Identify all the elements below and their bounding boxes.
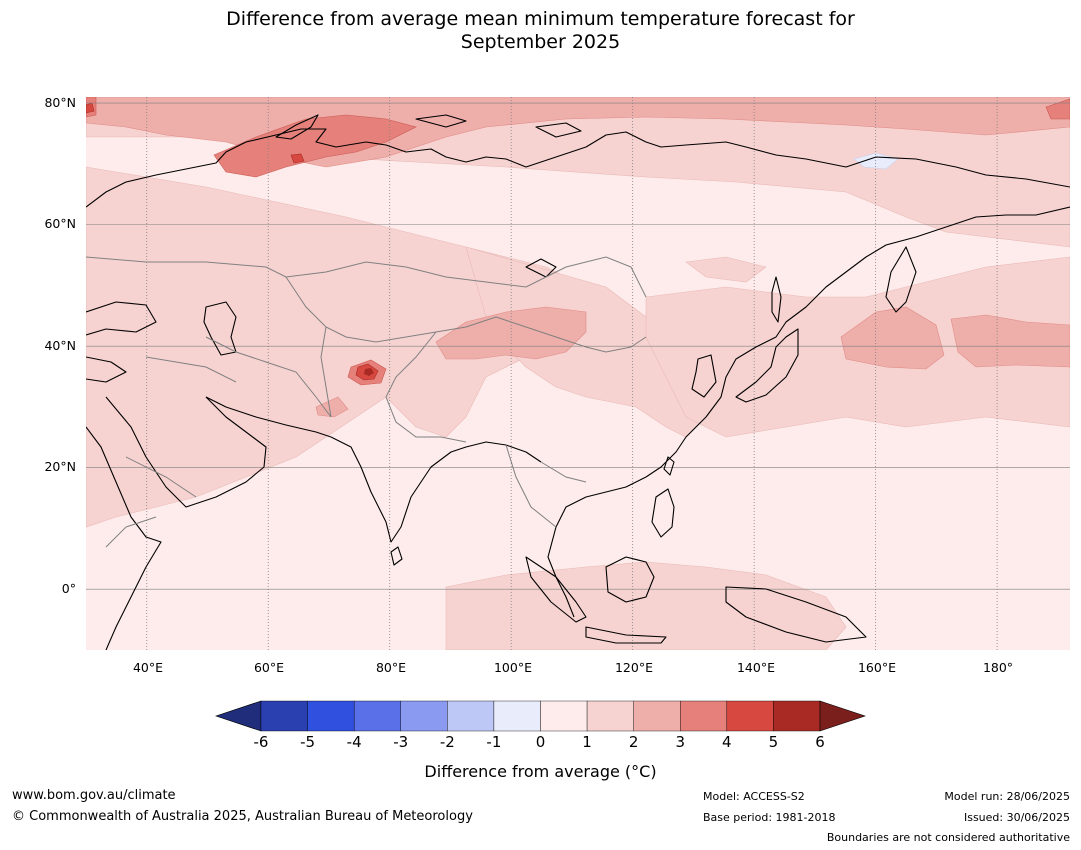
map-title: Difference from average mean minimum tem… [0,8,1081,54]
colorbar-cell [680,700,728,732]
colorbar-cell [540,700,588,732]
colorbar-cell [353,700,401,732]
lon-label-60e: 60°E [253,660,285,675]
colorbar-tick-label: 4 [722,733,732,751]
colorbar-tick-label: -2 [439,733,455,751]
anomaly-band-5-6 [364,368,374,376]
lat-label-20n: 20°N [44,459,76,474]
colorbar-tick-label: 3 [675,733,686,751]
colorbar-label: Difference from average (°C) [424,762,657,781]
footer-model-run: Model run: 28/06/2025 [944,790,1070,803]
colorbar-tick-label: -6 [253,733,269,751]
colorbar-tick-label: 2 [628,733,639,751]
title-line-2: September 2025 [460,31,621,53]
colorbar-cell [307,700,355,732]
colorbar-tick-label: -1 [486,733,502,751]
lat-label-0: 0° [61,581,76,596]
colorbar-cell [586,700,634,732]
colorbar-tick-label: -4 [346,733,362,751]
colorbar-cell [400,700,448,732]
footer-issued: Issued: 30/06/2025 [963,811,1070,824]
colorbar-cell [493,700,541,732]
lon-label-140e: 140°E [736,660,775,675]
colorbar-cell [633,700,681,732]
colorbar-cells [215,700,866,732]
coastlines [86,114,1070,650]
colorbar-tick-label: 5 [768,733,779,751]
map-panel [86,97,1070,650]
lon-label-160e: 160°E [857,660,896,675]
footer-base-period: Base period: 1981-2018 [703,811,836,824]
forecast-map [86,97,1070,650]
lat-label-80n: 80°N [44,95,76,110]
colorbar-extend-high [819,700,866,732]
lon-label-180: 180° [982,660,1014,675]
title-line-1: Difference from average mean minimum tem… [226,8,855,30]
footer-model: Model: ACCESS-S2 [703,790,805,803]
colorbar-cell [726,700,774,732]
lat-label-60n: 60°N [44,216,76,231]
anomaly-band-1-2 [86,97,1070,650]
colorbar-tick-label: -5 [300,733,316,751]
colorbar-tick-label: 1 [582,733,592,751]
colorbar-extend-low [215,700,262,732]
colorbar-cell [260,700,308,732]
lon-label-100e: 100°E [493,660,532,675]
footer-copyright: © Commonwealth of Australia 2025, Austra… [12,809,473,824]
colorbar-cell [447,700,495,732]
colorbar-tick-label: -3 [393,733,409,751]
graticule [86,97,1070,650]
colorbar-tick-label: 0 [535,733,546,751]
lon-label-80e: 80°E [375,660,407,675]
footer-website: www.bom.gov.au/climate [12,788,176,803]
lat-label-40n: 40°N [44,338,76,353]
lon-label-120e: 120°E [614,660,653,675]
colorbar-cell [773,700,821,732]
country-boundaries [86,256,647,548]
footer-disclaimer: Boundaries are not considered authoritat… [826,831,1070,844]
colorbar-tick-label: 6 [815,733,825,751]
lon-label-40e: 40°E [132,660,164,675]
